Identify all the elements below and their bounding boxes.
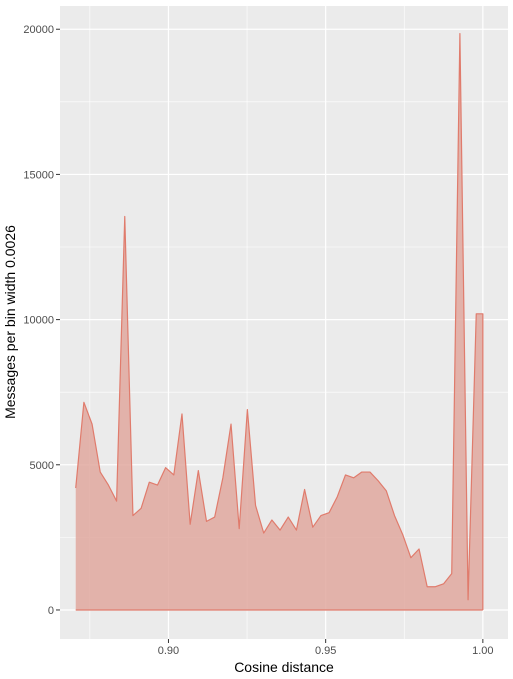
data-point-11 (165, 467, 167, 469)
data-point-9 (148, 481, 150, 483)
y-tick-label: 5000 (30, 460, 54, 472)
data-point-14 (189, 524, 191, 526)
data-point-32 (336, 496, 338, 498)
data-point-34 (353, 477, 355, 479)
x-tick-label: 0.90 (158, 645, 179, 657)
data-point-15 (198, 470, 200, 472)
data-point-40 (402, 534, 404, 536)
data-point-35 (361, 471, 363, 473)
x-tick-label: 1.00 (472, 645, 493, 657)
data-point-47 (459, 33, 461, 35)
data-point-12 (173, 474, 175, 476)
data-point-7 (132, 515, 134, 517)
data-point-33 (345, 474, 347, 476)
data-point-43 (426, 586, 428, 588)
data-point-4 (108, 484, 110, 486)
data-point-30 (320, 515, 322, 517)
data-point-10 (157, 484, 159, 486)
data-point-25 (279, 529, 281, 531)
data-point-23 (263, 532, 265, 534)
data-point-18 (222, 477, 224, 479)
data-point-26 (287, 516, 289, 518)
data-point-5 (116, 500, 118, 502)
data-point-16 (206, 521, 208, 523)
data-point-13 (181, 413, 183, 415)
data-point-24 (271, 519, 273, 521)
y-tick-label: 20000 (23, 24, 54, 36)
data-point-17 (214, 516, 216, 518)
data-point-45 (443, 583, 445, 585)
data-point-2 (91, 423, 93, 425)
data-point-8 (140, 508, 142, 510)
data-point-36 (369, 471, 371, 473)
data-point-31 (328, 512, 330, 514)
data-point-39 (394, 515, 396, 517)
data-point-49 (475, 313, 477, 315)
data-point-21 (247, 409, 249, 411)
data-point-1 (83, 402, 85, 404)
y-tick-label: 10000 (23, 315, 54, 327)
data-point-50 (482, 313, 484, 315)
data-point-20 (238, 528, 240, 530)
data-point-38 (386, 490, 388, 492)
data-point-6 (124, 216, 126, 218)
x-axis-title: Cosine distance (234, 659, 334, 675)
x-tick-label: 0.95 (315, 645, 336, 657)
data-point-42 (418, 548, 420, 550)
data-point-3 (99, 471, 101, 473)
y-tick-label: 15000 (23, 169, 54, 181)
data-point-28 (304, 489, 306, 491)
data-point-46 (451, 573, 453, 575)
data-point-0 (75, 487, 77, 489)
data-point-48 (467, 599, 469, 601)
data-point-27 (296, 529, 298, 531)
data-point-44 (435, 586, 437, 588)
data-point-29 (312, 526, 314, 528)
y-axis: 0 5000 10000 15000 20000 (23, 24, 60, 617)
y-tick-label: 0 (48, 605, 54, 617)
data-point-37 (377, 480, 379, 482)
data-point-41 (410, 557, 412, 559)
data-point-19 (230, 423, 232, 425)
x-axis: 0.90 0.95 1.00 (158, 639, 494, 657)
data-point-22 (255, 505, 257, 507)
y-axis-title: Messages per bin width 0.0026 (2, 225, 18, 419)
